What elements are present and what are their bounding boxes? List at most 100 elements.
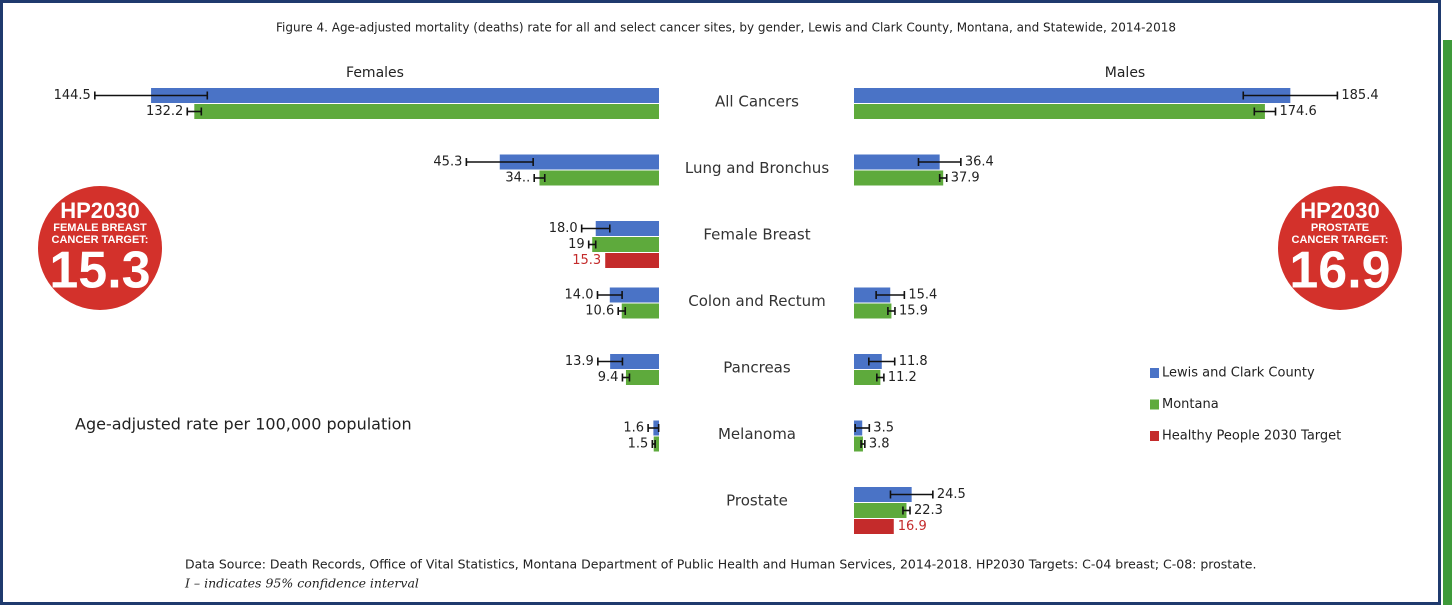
badge: [1278, 186, 1402, 310]
value-label: 1.5: [628, 437, 649, 452]
legend-label: Healthy People 2030 Target: [1162, 429, 1341, 444]
error-bar: [597, 357, 624, 366]
category-label: Colon and Rectum: [688, 292, 825, 310]
value-label: 34..: [505, 171, 530, 186]
error-bar: [465, 158, 534, 166]
error-bar: [533, 174, 546, 182]
panel-title: Males: [1105, 65, 1145, 81]
error-bar: [868, 357, 896, 366]
bar: [151, 88, 659, 103]
bar: [621, 303, 659, 319]
category-label: Pancreas: [723, 359, 791, 377]
error-bar: [860, 440, 866, 448]
value-label: 15.3: [572, 253, 601, 268]
axis-label: Age-adjusted rate per 100,000 population: [75, 415, 412, 434]
error-bar: [186, 107, 203, 116]
footnote: Data Source: Death Records, Office of Vi…: [185, 557, 1256, 572]
value-label: 22.3: [914, 503, 943, 518]
bar: [625, 370, 659, 385]
value-label: 15.9: [899, 304, 928, 319]
error-bar: [938, 174, 948, 182]
bar: [854, 487, 912, 502]
error-bar: [617, 307, 627, 315]
bar: [539, 170, 659, 186]
footnote: I – indicates 95% confidence interval: [184, 576, 419, 591]
value-label: 13.9: [565, 354, 594, 369]
bar: [605, 253, 659, 268]
bar: [854, 354, 882, 369]
value-label: 10.6: [585, 304, 614, 319]
error-bar: [854, 424, 871, 432]
badge-text: CANCER TARGET:: [1292, 234, 1389, 246]
value-label: 45.3: [433, 155, 462, 170]
value-label: 11.2: [888, 370, 917, 385]
value-label: 18.0: [549, 221, 578, 236]
category-label: Lung and Bronchus: [685, 159, 829, 177]
legend-label: Montana: [1162, 397, 1219, 412]
error-bar: [1242, 91, 1339, 100]
error-bar: [596, 291, 623, 299]
category-label: All Cancers: [715, 93, 799, 111]
category-label: Prostate: [726, 492, 788, 510]
value-label: 16.9: [898, 519, 927, 534]
category-label: Melanoma: [718, 425, 796, 443]
legend-swatch: [1150, 431, 1159, 441]
value-label: 14.0: [565, 288, 594, 303]
error-bar: [580, 224, 611, 233]
badge-text: 16.9: [1289, 242, 1390, 300]
error-bar: [889, 490, 934, 499]
badge-text: HP2030: [1300, 198, 1380, 223]
bar: [854, 503, 907, 518]
value-label: 9.4: [598, 370, 619, 385]
error-bar: [647, 424, 660, 432]
bar: [854, 436, 863, 452]
error-bar: [651, 440, 656, 448]
error-bar: [876, 373, 885, 382]
legend-swatch: [1150, 399, 1159, 410]
value-label: 132.2: [146, 104, 183, 119]
error-bar: [917, 158, 962, 166]
side-strip: [1443, 40, 1452, 605]
category-label: Female Breast: [703, 226, 810, 244]
bar: [854, 170, 944, 186]
value-label: 36.4: [965, 155, 994, 170]
badge: [38, 186, 162, 310]
value-label: 1.6: [623, 421, 644, 436]
bar: [854, 370, 881, 385]
bar: [592, 237, 659, 252]
bar: [854, 303, 892, 319]
badge-text: CANCER TARGET:: [52, 234, 149, 246]
badge-text: HP2030: [60, 198, 140, 223]
value-label: 15.4: [908, 288, 937, 303]
legend-swatch: [1150, 368, 1159, 378]
value-label: 19: [568, 237, 585, 252]
bar: [854, 519, 894, 534]
bar: [854, 104, 1265, 119]
error-bar: [587, 240, 597, 249]
error-bar: [1253, 107, 1277, 116]
chart-title: Figure 4. Age-adjusted mortality (deaths…: [276, 21, 1176, 35]
badge-text: FEMALE BREAST: [53, 222, 147, 234]
value-label: 11.8: [899, 354, 928, 369]
value-label: 3.5: [873, 421, 894, 436]
legend-label: Lewis and Clark County: [1162, 366, 1315, 381]
error-bar: [902, 506, 911, 515]
badge-text: PROSTATE: [1311, 222, 1369, 234]
value-label: 185.4: [1341, 88, 1378, 103]
panel-title: Females: [346, 65, 404, 81]
error-bar: [887, 307, 896, 315]
error-bar: [875, 291, 906, 299]
bar: [194, 104, 659, 119]
value-label: 144.5: [54, 88, 91, 103]
value-label: 37.9: [951, 171, 980, 186]
bar: [499, 154, 659, 170]
value-label: 174.6: [1280, 104, 1317, 119]
bar: [653, 436, 659, 452]
value-label: 24.5: [937, 487, 966, 502]
badge-text: 15.3: [49, 242, 150, 300]
bar: [854, 88, 1291, 103]
error-bar: [621, 373, 631, 382]
value-label: 3.8: [869, 437, 890, 452]
